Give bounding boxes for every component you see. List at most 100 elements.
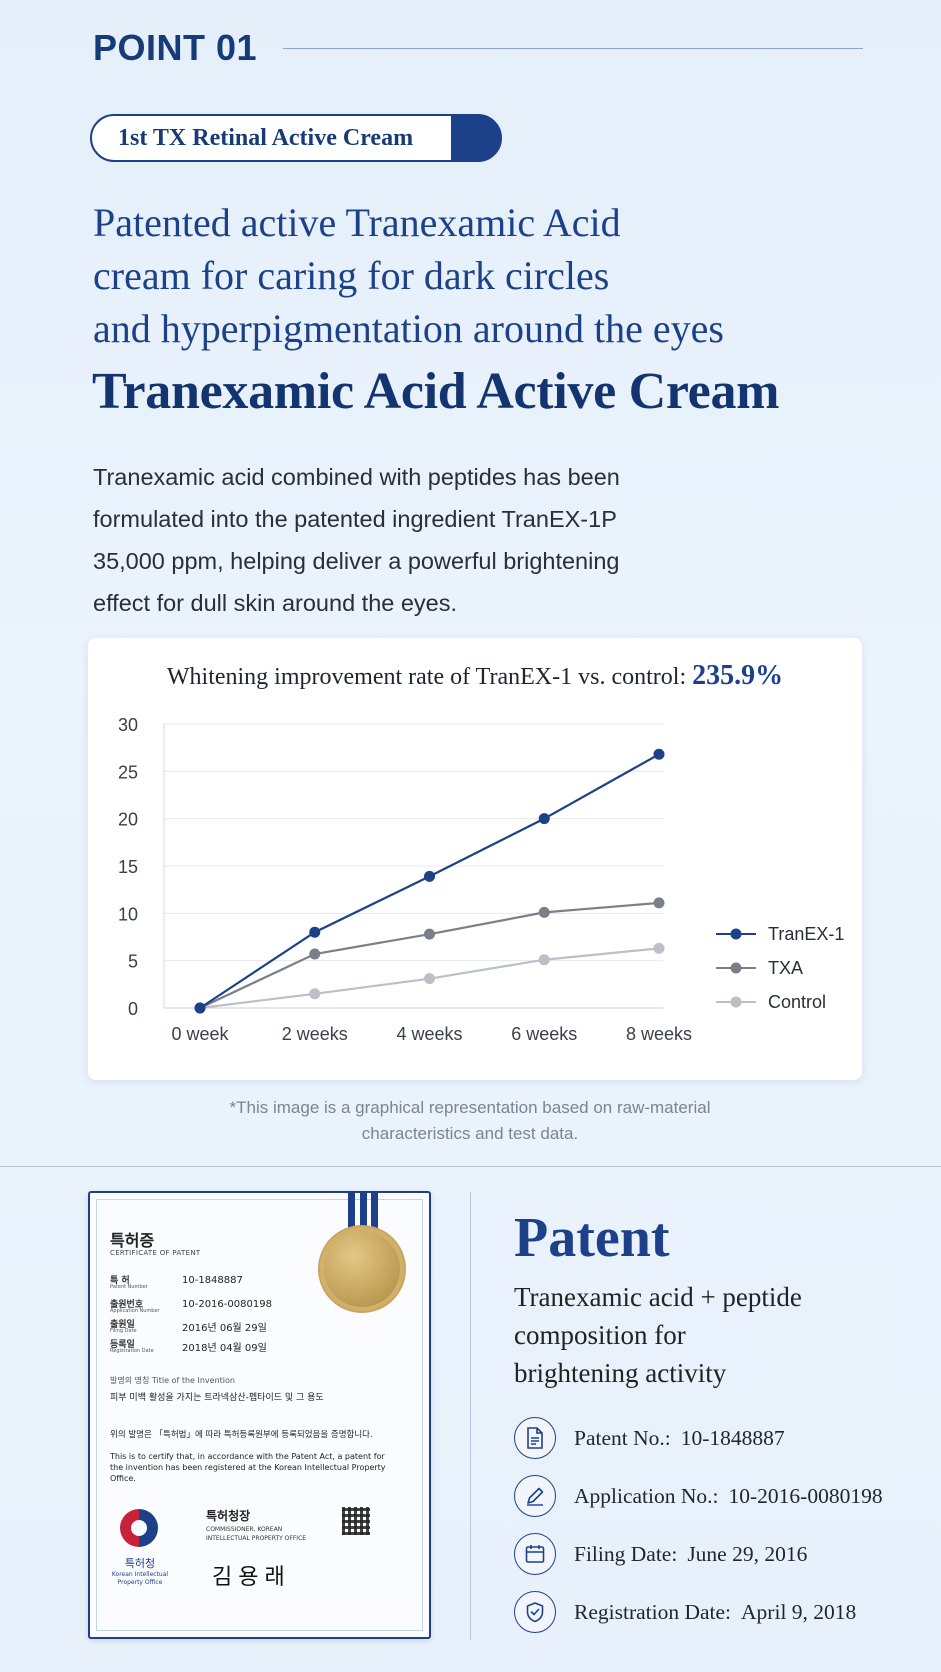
- certificate-row-value: 10-2016-0080198: [182, 1299, 272, 1310]
- patent-subtitle-line: Tranexamic acid + peptide: [514, 1282, 802, 1312]
- certificate-row-label: 등록일: [110, 1340, 135, 1350]
- y-tick-label: 10: [118, 904, 138, 924]
- certificate-row-value: 2018년 04월 09일: [182, 1343, 267, 1354]
- patent-title: Patent: [514, 1207, 670, 1269]
- patent-certificate: 특허증 CERTIFICATE OF PATENT 특 허 Patent Num…: [88, 1191, 431, 1639]
- description-line: 35,000 ppm, helping deliver a powerful b…: [93, 548, 620, 574]
- footnote-line: characteristics and test data.: [361, 1124, 579, 1143]
- calendar-icon: [514, 1533, 556, 1575]
- data-point: [309, 948, 321, 960]
- headline-line: and hyperpigmentation around the eyes: [93, 306, 724, 351]
- pill-label: 1st TX Retinal Active Cream: [118, 124, 414, 151]
- y-tick-label: 5: [128, 952, 138, 972]
- legend-swatch-dot: [730, 962, 742, 974]
- legend-swatch-dot: [730, 996, 742, 1008]
- chart-title-highlight: 235.9%: [692, 660, 784, 691]
- legend-swatch-dot: [730, 928, 742, 940]
- section-divider: [0, 1166, 941, 1167]
- chart-title: Whitening improvement rate of TranEX-1 v…: [88, 660, 862, 692]
- column-divider: [470, 1192, 471, 1640]
- certificate-row-label-en: Application Number: [110, 1308, 160, 1314]
- data-point: [653, 897, 665, 909]
- commissioner-kr: 특허청장: [206, 1509, 251, 1523]
- certificate-statement-en: This is to certify that, in accordance w…: [110, 1452, 386, 1483]
- certificate-border: [96, 1199, 423, 1631]
- point-header: POINT 01: [93, 27, 863, 68]
- ribbon-icon: [348, 1191, 378, 1251]
- y-tick-label: 15: [118, 857, 138, 877]
- footnote-line: *This image is a graphical representatio…: [229, 1098, 711, 1117]
- product-description: Tranexamic acid combined with peptides h…: [93, 456, 733, 624]
- registration-date-value: April 9, 2018: [741, 1599, 857, 1624]
- legend-entry: TXA: [768, 958, 803, 978]
- certificate-subtitle: CERTIFICATE OF PATENT: [110, 1249, 201, 1257]
- certificate-row-value: 2016년 06월 29일: [182, 1323, 267, 1334]
- application-number-row: Application No.: 10-2016-0080198: [514, 1474, 934, 1518]
- patent-subtitle-line: composition for: [514, 1320, 686, 1350]
- commissioner-en: COMMISSIONER, KOREAN INTELLECTUAL PROPER…: [206, 1526, 307, 1542]
- line-chart: 0 5 10 15 20 25 30 0 week 2 weeks 4 weeks 6 weeks 8…: [118, 715, 844, 1044]
- x-tick-label: 4 weeks: [396, 1024, 462, 1044]
- data-point: [538, 813, 550, 825]
- product-pill: 1st TX Retinal Active Cream: [90, 114, 502, 162]
- y-tick-label: 25: [118, 762, 138, 782]
- gold-seal-icon: [320, 1227, 404, 1311]
- application-number-label: Application No.:: [574, 1483, 719, 1508]
- header-divider: [283, 47, 863, 49]
- filing-date-value: June 29, 2016: [687, 1541, 808, 1566]
- x-tick-label: 0 week: [171, 1024, 229, 1044]
- chart-card: Whitening improvement rate of TranEX-1 v…: [88, 638, 862, 1080]
- filing-date-row: Filing Date: June 29, 2016: [514, 1532, 934, 1576]
- chart-title-text: Whitening improvement rate of TranEX-1 v…: [166, 664, 687, 690]
- description-line: formulated into the patented ingredient …: [93, 506, 617, 532]
- certificate-row-label: 특 허: [110, 1276, 130, 1286]
- y-tick-label: 30: [118, 715, 138, 735]
- certificate-row-label-en: Registration Date: [110, 1348, 154, 1354]
- point-label: POINT 01: [93, 27, 258, 68]
- certificate-row-label-en: Filing Date: [110, 1328, 137, 1334]
- certificate-row-label: 출원일: [110, 1320, 135, 1330]
- shield-check-icon: [514, 1591, 556, 1633]
- x-tick-label: 2 weeks: [282, 1024, 348, 1044]
- data-point: [309, 926, 321, 938]
- product-name: Tranexamic Acid Active Cream: [92, 363, 780, 420]
- office-name-kr: 특허청: [124, 1557, 156, 1570]
- filing-date-label: Filing Date:: [574, 1541, 678, 1566]
- data-point: [538, 954, 550, 966]
- data-point: [424, 870, 435, 882]
- headline-line: Patented active Tranexamic Acid: [93, 200, 621, 245]
- patent-number-row: Patent No.: 10-1848887: [514, 1416, 934, 1460]
- chart-footnote: *This image is a graphical representatio…: [150, 1095, 790, 1147]
- certificate-row-label-en: Patent Number: [110, 1284, 148, 1290]
- registration-date-label: Registration Date:: [574, 1599, 732, 1624]
- kipo-logo-icon: [120, 1509, 158, 1547]
- data-point: [309, 988, 321, 1000]
- headline-line: cream for caring for dark circles: [93, 253, 610, 298]
- headline: Patented active Tranexamic Acid cream fo…: [93, 196, 893, 355]
- document-icon: [514, 1417, 556, 1459]
- data-point: [538, 906, 550, 918]
- patent-subtitle-line: brightening activity: [514, 1358, 727, 1388]
- data-point: [424, 928, 435, 940]
- patent-number-label: Patent No.:: [574, 1425, 671, 1450]
- legend-entry: Control: [768, 992, 826, 1012]
- certificate-row-value: 10-1848887: [182, 1275, 243, 1286]
- legend-entry: TranEX-1: [768, 924, 844, 944]
- certificate-row-label: 출원번호: [110, 1300, 144, 1310]
- x-tick-label: 8 weeks: [626, 1024, 692, 1044]
- data-point: [653, 748, 665, 760]
- application-number-value: 10-2016-0080198: [728, 1483, 883, 1508]
- y-tick-label: 20: [118, 810, 138, 830]
- invention-title: 피부 미백 활성을 가지는 트라넥삼산-펩타이드 및 그 용도: [110, 1393, 324, 1403]
- certificate-statement-kr: 위의 발명은 「특허법」에 따라 특허등록원부에 등록되었음을 증명합니다.: [110, 1430, 373, 1440]
- data-point: [194, 1002, 206, 1014]
- data-point: [653, 942, 665, 954]
- certificate-title: 특허증: [110, 1231, 155, 1250]
- y-tick-label: 0: [128, 999, 138, 1019]
- invention-label: 발명의 명칭 Title of the Invention: [110, 1376, 235, 1385]
- filing-date-text: Filing Date: June 29, 2016: [574, 1542, 807, 1567]
- patent-subtitle: Tranexamic acid + peptide composition fo…: [514, 1278, 894, 1392]
- qr-code-icon: [342, 1507, 370, 1535]
- description-line: Tranexamic acid combined with peptides h…: [93, 464, 620, 490]
- application-number-text: Application No.: 10-2016-0080198: [574, 1484, 883, 1509]
